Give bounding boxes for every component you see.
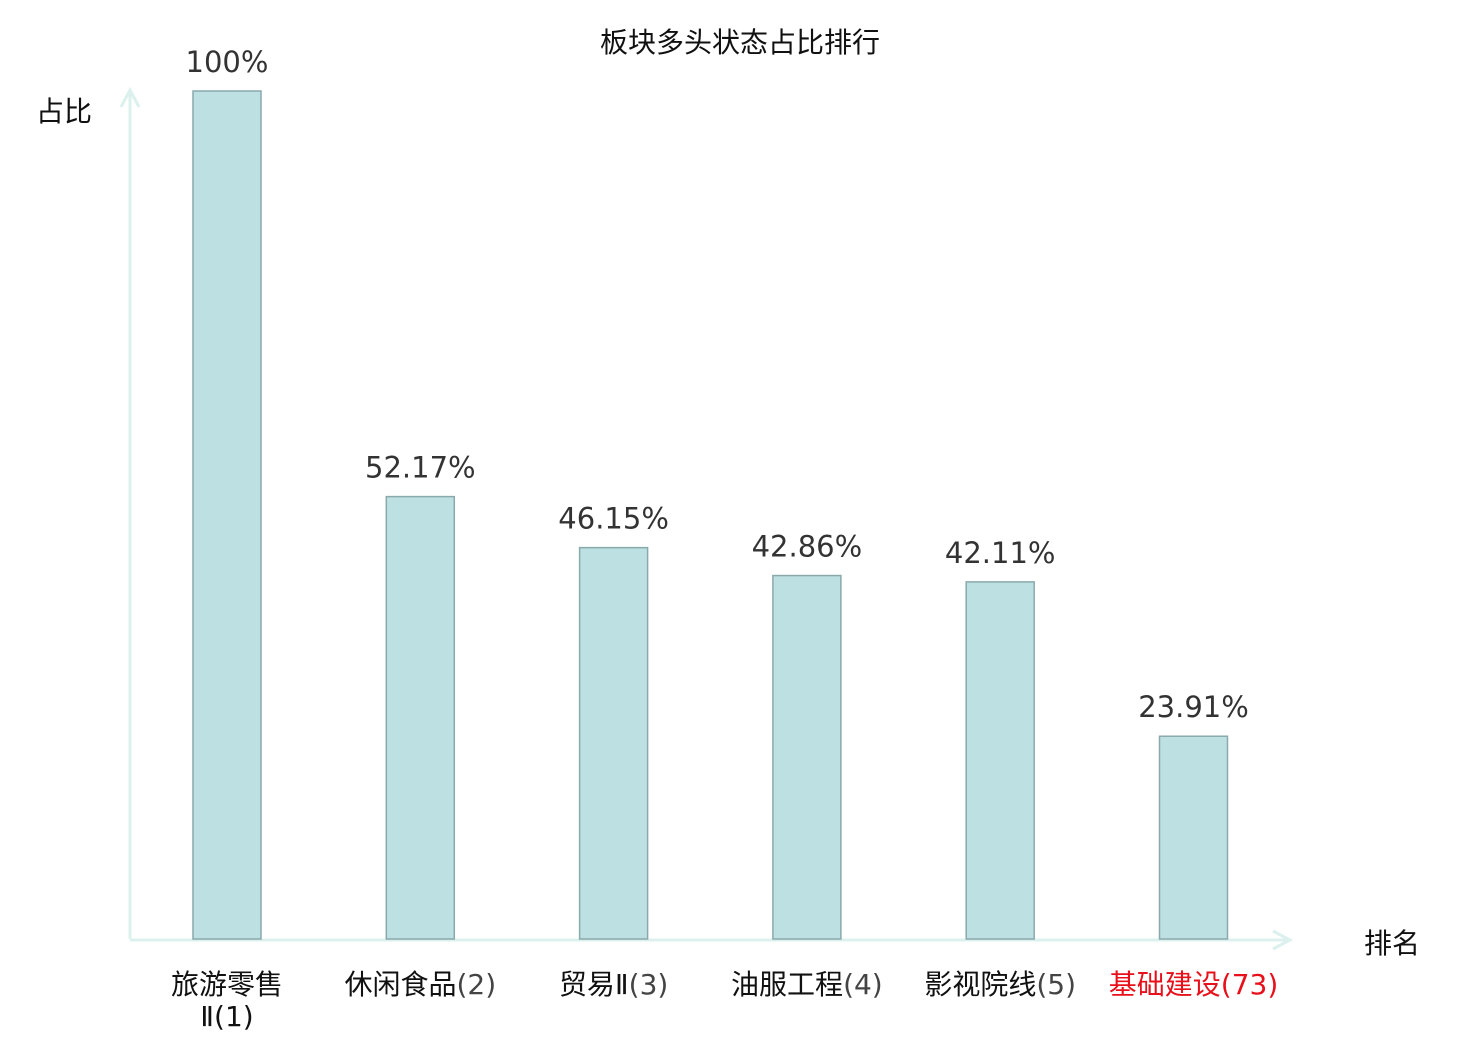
bar: [385, 495, 456, 940]
data-label: 42.86%: [752, 530, 863, 564]
bar: [772, 574, 842, 940]
bar: [192, 90, 262, 940]
tick-label-rank: (3): [629, 968, 669, 1001]
y-axis-arrow-icon: [119, 86, 141, 108]
x-axis-arrow-icon: [1272, 929, 1294, 951]
chart-title: 板块多头状态占比排行: [600, 26, 880, 59]
bar: [1158, 735, 1229, 940]
data-label: 46.15%: [558, 502, 669, 536]
tick-label-rank: (2): [456, 968, 496, 1001]
tick-label: 影视院线(5): [924, 968, 1076, 1001]
tick-label-name: 基础建设: [1109, 968, 1221, 1001]
bar: [965, 581, 1035, 940]
tick-label: 基础建设(73): [1109, 968, 1279, 1001]
y-axis-label: 占比: [36, 95, 92, 128]
tick-label-name: 休闲食品: [344, 968, 456, 1001]
tick-label: 休闲食品(2): [344, 968, 496, 1001]
tick-label-name: 油服工程: [731, 968, 843, 1001]
tick-label-rank: Ⅱ(1): [200, 1000, 253, 1033]
tick-label-rank: (73): [1221, 968, 1278, 1001]
x-axis-label: 排名: [1364, 927, 1420, 960]
axes: [119, 86, 1294, 951]
tick-label-rank: (4): [843, 968, 883, 1001]
tick-label: 旅游零售: [171, 968, 283, 1001]
data-label: 23.91%: [1138, 690, 1249, 724]
tick-label-name: 贸易Ⅱ: [559, 968, 629, 1001]
tick-label-name: 影视院线: [924, 968, 1036, 1001]
data-label: 42.11%: [945, 536, 1056, 570]
bar: [578, 546, 649, 940]
tick-label: 油服工程(4): [731, 968, 883, 1001]
data-label: 100%: [186, 45, 269, 79]
tick-label-rank: (5): [1036, 968, 1076, 1001]
data-label: 52.17%: [365, 451, 476, 485]
tick-label: 贸易Ⅱ(3): [559, 968, 668, 1001]
